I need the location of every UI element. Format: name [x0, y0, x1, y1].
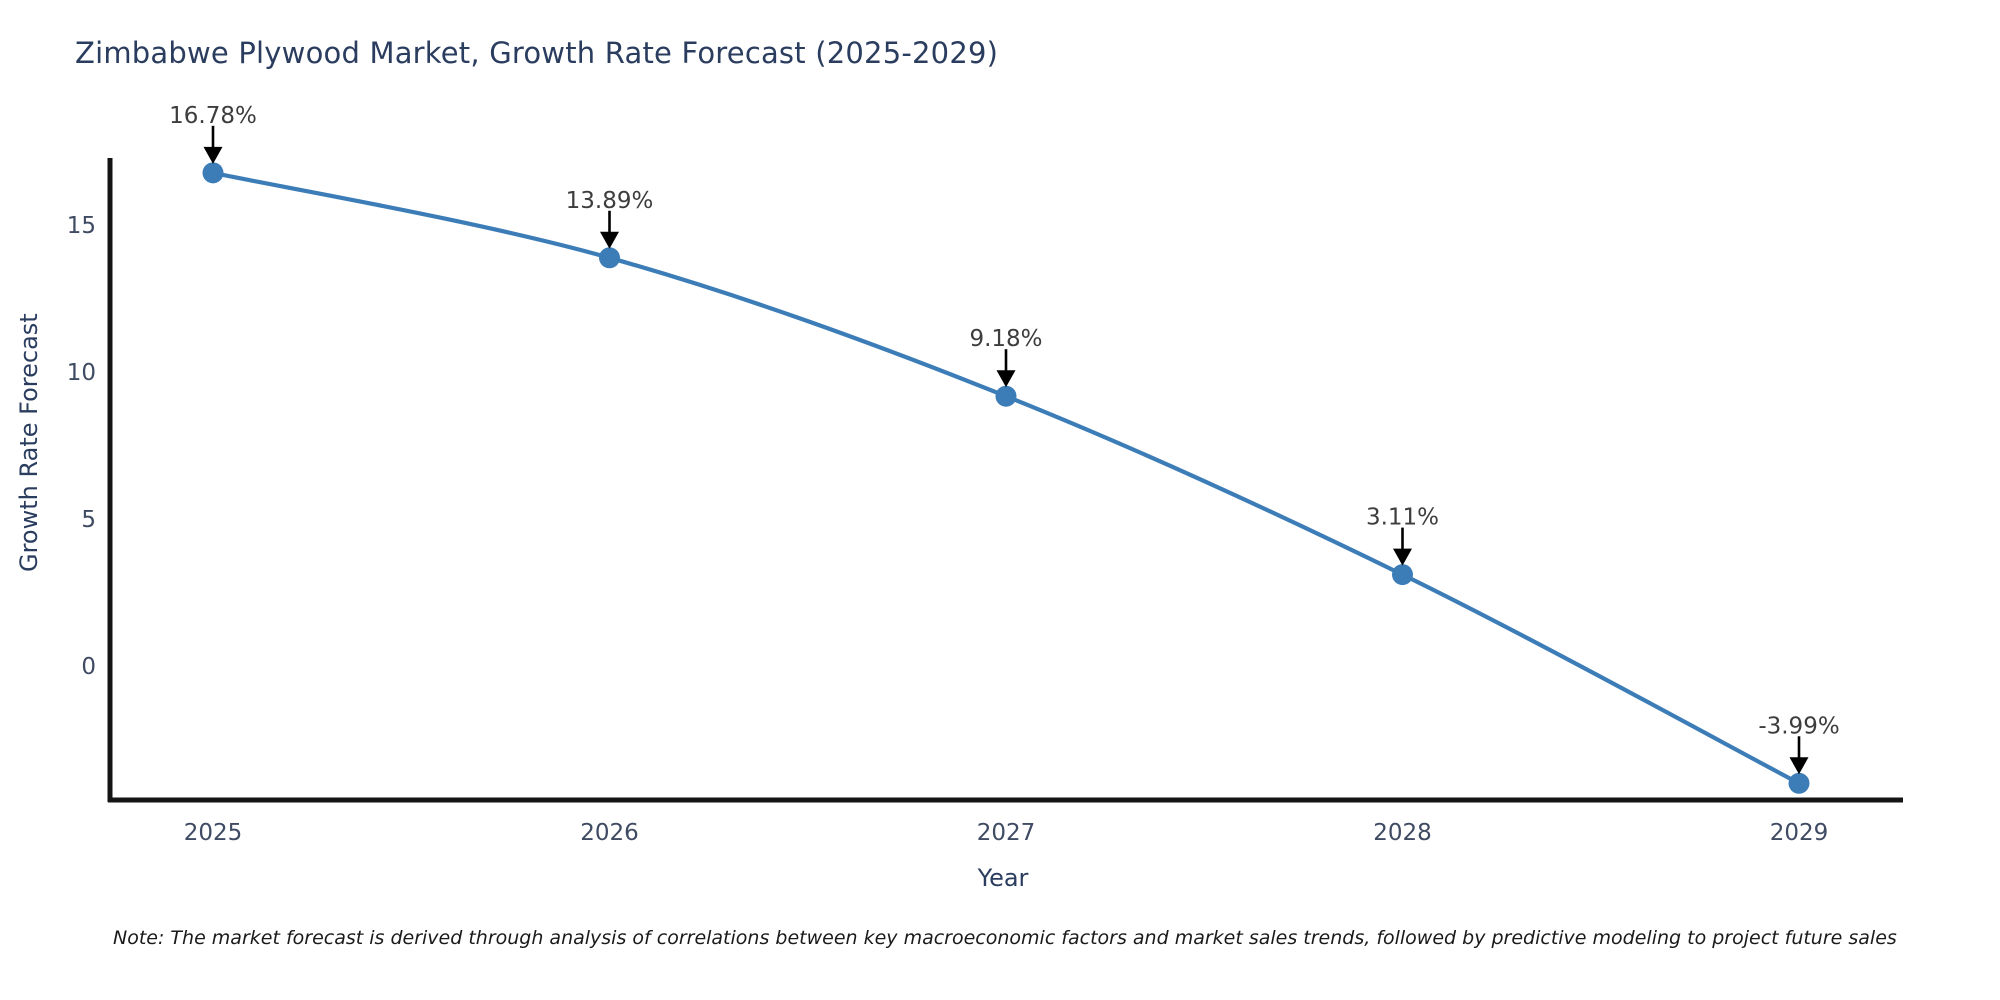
annotation-arrow-head — [203, 146, 223, 164]
x-tick-label: 2027 — [977, 820, 1036, 846]
x-axis-title: Year — [977, 864, 1029, 892]
data-point-marker-2027 — [995, 385, 1017, 407]
chart-title: Zimbabwe Plywood Market, Growth Rate For… — [75, 36, 999, 70]
y-tick-label: 5 — [81, 507, 96, 533]
y-tick-label: 15 — [67, 213, 96, 239]
point-annotation: 13.89% — [566, 188, 654, 214]
y-tick-label: 10 — [67, 360, 96, 386]
point-annotation: 9.18% — [969, 326, 1042, 352]
x-tick-label: 2029 — [1770, 820, 1829, 846]
x-tick-label: 2025 — [184, 820, 243, 846]
point-annotation: -3.99% — [1758, 713, 1839, 739]
annotation-arrow-head — [600, 231, 619, 249]
data-point-marker-2028 — [1392, 564, 1413, 586]
point-annotation: 3.11% — [1366, 505, 1439, 531]
annotation-arrow-head — [1393, 548, 1412, 566]
x-tick-label: 2026 — [580, 820, 639, 846]
footnote: Note: The market forecast is derived thr… — [113, 927, 1897, 949]
data-point-marker-2029 — [1788, 772, 1810, 794]
annotation-arrow-head — [1789, 757, 1809, 775]
data-point-marker-2025 — [202, 162, 224, 184]
x-tick-label: 2028 — [1373, 820, 1432, 846]
y-tick-label: 0 — [81, 654, 96, 680]
annotation-arrow-head — [996, 370, 1016, 388]
trend-line — [210, 170, 1802, 786]
data-point-marker-2026 — [599, 247, 620, 269]
point-annotation: 16.78% — [169, 103, 257, 129]
